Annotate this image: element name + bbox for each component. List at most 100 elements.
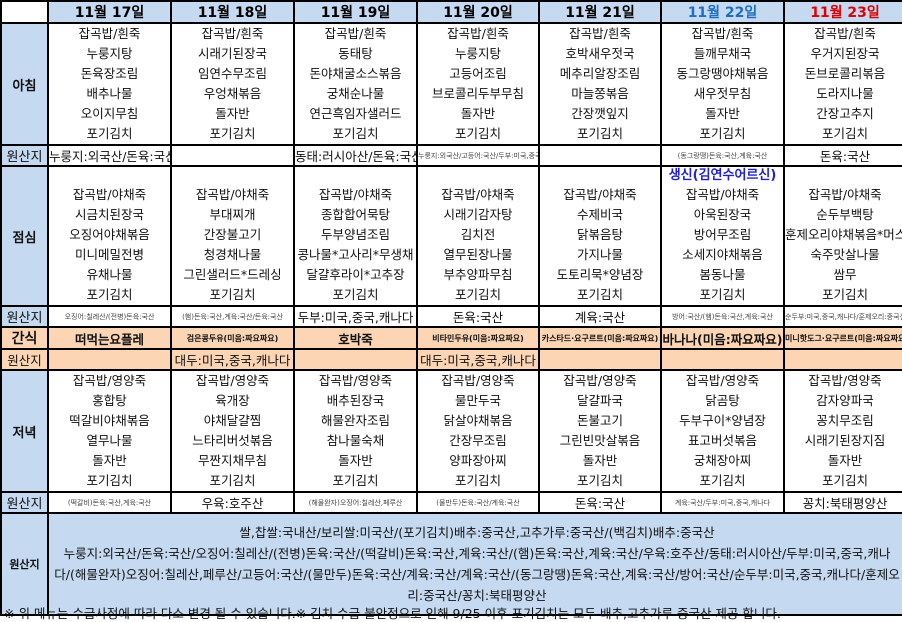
breakfast-origin-row: 원산지 누룽지:외국산/돈육:국산 동태:러시아산/돈육:국산 누룽지:외국산/고등어… xyxy=(0,144,902,167)
menu-item: 포기김치 xyxy=(86,126,133,141)
menu-item: 포기김치 xyxy=(699,126,746,141)
snack-origin-row: 원산지 대두:미국,중국,캐나다 대두:미국,중국,캐나다 xyxy=(0,348,902,371)
dinner-menu-cell: 잡곡밥/영양죽 감자양파국 꽁치무조림 시래기된장지짐 돌자반 포기김치 xyxy=(783,369,902,493)
menu-item: 두부양념조림 xyxy=(320,227,390,242)
menu-item: 그린빈맛살볶음 xyxy=(559,433,641,448)
menu-item: 잡곡밥/영양죽 xyxy=(563,373,637,388)
menu-item: 잡곡밥/흰죽 xyxy=(447,26,509,41)
menu-item: 포기김치 xyxy=(332,473,379,488)
dinner-menu-cell: 잡곡밥/영양죽 달걀파국 돈불고기 그린빈맛살볶음 돌자반 포기김치 xyxy=(538,369,662,493)
menu-item: 포기김치 xyxy=(332,287,379,302)
menu-item: 방어무조림 xyxy=(693,227,752,242)
menu-item: 누룽지탕 xyxy=(454,46,501,61)
date-header: 11월 17일 xyxy=(47,0,172,24)
menu-item: 연근흑임자샐러드 xyxy=(309,106,402,121)
menu-item: 떡갈비야채볶음 xyxy=(69,413,150,428)
dinner-menu-cell: 잡곡밥/영양죽 닭곰탕 두부구이*양념장 표고버섯볶음 궁채장아찌 포기김치 xyxy=(660,369,785,493)
dinner-menu-cell: 잡곡밥/영양죽 홍합탕 떡갈비야채볶음 열무나물 돌자반 포기김치 xyxy=(47,369,172,493)
menu-item: 물만두국 xyxy=(454,393,501,408)
breakfast-origin-cell xyxy=(170,144,295,167)
lunch-origin-cell: 방어:국산/(햄)돈육:국산,계육:국산 xyxy=(660,305,785,328)
menu-item: 포기김치 xyxy=(332,126,379,141)
menu-item: 포기김치 xyxy=(86,473,133,488)
lunch-row: 점심 잡곡밥/야채죽 시금치된장국 오징어야채볶음 미니메밀전병 유채나물 포기김치 잡곡밥/… xyxy=(0,165,902,307)
lunch-menu-cell: 잡곡밥/야채죽 순두부백탕 훈제오리야채볶음*머스s 숙주맛살나물 쌈무 포기김치 xyxy=(783,165,902,307)
menu-item: 달걀후라이*고추장 xyxy=(306,267,405,282)
dinner-row: 저녁 잡곡밥/영양죽 홍합탕 떡갈비야채볶음 열무나물 돌자반 포기김치 잡곡밥/영양죽 육개장… xyxy=(0,369,902,493)
dinner-origin-cell: (떡갈비)돈육:국산,계육:국산 xyxy=(47,491,172,514)
menu-item: 잡곡밥/야채죽 xyxy=(318,187,393,202)
menu-item: 포기김치 xyxy=(576,473,623,488)
dinner-origin-cell: (물만두)돈육:국산/계육:국산 xyxy=(416,491,540,514)
lunch-origin-cell: 순두부:미국,중국,캐나다/훈제오리:중국산 xyxy=(783,305,902,328)
origin-summary-line: 쌀,찹쌀:국내산/보리쌀:미국산/(포기김치)배추:중국산,고추가루:중국산/(… xyxy=(239,525,715,540)
menu-item: 김치전 xyxy=(460,227,496,242)
menu-item: 돌자반 xyxy=(92,453,127,468)
menu-item: 훈제오리야채볶음*머스s xyxy=(785,227,902,242)
menu-item: 동태탕 xyxy=(338,46,373,61)
lunch-special-note xyxy=(541,168,659,185)
breakfast-menu-cell: 잡곡밥/흰죽 우거지된장국 돈브로콜리볶음 도라지나물 간장고추지 포기김치 xyxy=(783,22,902,146)
menu-item: 잡곡밥/야채죽 xyxy=(563,187,637,202)
menu-item: 잡곡밥/흰죽 xyxy=(201,26,264,41)
menu-item: 궁채순나물 xyxy=(326,86,385,101)
menu-item: 동그랑땡야채볶음 xyxy=(676,66,769,81)
dinner-origin-cell: (해물완자)오징어:칠레산,페루산 xyxy=(293,491,418,514)
menu-item: 돈브로콜리볶음 xyxy=(804,66,886,81)
menu-item: 호박새우젓국 xyxy=(565,46,635,61)
breakfast-menu-cell: 잡곡밥/흰죽 누룽지탕 고등어조림 브로콜리두부무침 돌자반 포기김치 xyxy=(416,22,540,146)
menu-item: 잡곡밥/야채죽 xyxy=(441,187,515,202)
menu-item: 돈불고기 xyxy=(576,413,623,428)
menu-item: 열무된장나물 xyxy=(443,247,513,262)
header-row: 11월 17일 11월 18일 11월 19일 11월 20일 11월 21일 11월 2… xyxy=(0,0,902,24)
menu-item: 돈야채굴소스볶음 xyxy=(309,66,402,81)
snack-origin-cell: 대두:미국,중국,캐나다 xyxy=(170,348,295,371)
menu-item: 잡곡밥/영양죽 xyxy=(685,373,760,388)
menu-item: 잡곡밥/흰죽 xyxy=(324,26,387,41)
breakfast-menu-cell: 잡곡밥/흰죽 시래기된장국 임연수무조림 우엉채볶음 돌자반 포기김치 xyxy=(170,22,295,146)
origin-label: 원산지 xyxy=(0,491,49,514)
dinner-origin-row: 원산지 (떡갈비)돈육:국산,계육:국산 우육:호주산 (해물완자)오징어:칠레산,페… xyxy=(0,491,902,514)
snack-origin-cell xyxy=(783,348,902,371)
snack-origin-cell xyxy=(293,348,418,371)
menu-item: 잡곡밥/영양죽 xyxy=(808,373,882,388)
menu-item: 잡곡밥/야채죽 xyxy=(808,187,882,202)
origin-label: 원산지 xyxy=(0,348,49,371)
snack-cell: 바나나(미음:짜요짜요) xyxy=(660,326,785,350)
menu-item: 배추나물 xyxy=(86,86,133,101)
menu-item: 부추양파무침 xyxy=(443,267,513,282)
menu-item: 참나물숙채 xyxy=(326,433,385,448)
menu-item: 잡곡밥/영양죽 xyxy=(441,373,515,388)
menu-item: 잡곡밥/영양죽 xyxy=(72,373,147,388)
snack-label: 간식 xyxy=(0,326,49,350)
menu-item: 돈육장조림 xyxy=(80,66,139,81)
menu-item: 포기김치 xyxy=(576,287,623,302)
menu-item: 돌자반 xyxy=(215,106,250,121)
menu-item: 아욱된장국 xyxy=(693,207,752,222)
menu-item: 잡곡밥/야채죽 xyxy=(685,187,760,202)
lunch-special-note xyxy=(786,168,902,185)
menu-item: 무짠지채무침 xyxy=(197,453,267,468)
menu-item: 새우젓무침 xyxy=(693,86,752,101)
snack-cell: 비타민두유(미음:짜요짜요) xyxy=(416,326,540,350)
menu-item: 닭볶음탕 xyxy=(576,227,623,242)
menu-item: 포기김치 xyxy=(821,287,868,302)
menu-item: 시래기된장국 xyxy=(197,46,267,61)
menu-item: 고등어조림 xyxy=(449,66,507,81)
menu-item: 잡곡밥/흰죽 xyxy=(569,26,631,41)
date-header: 11월 20일 xyxy=(416,0,540,24)
menu-item: 그린샐러드*드레싱 xyxy=(183,267,282,282)
footer-notice: ※ 위 메뉴는 수급사정에 따라 다소 변경 될 수 있습니다.※ 김치 수급 … xyxy=(4,606,781,621)
menu-item: 닭살야채볶음 xyxy=(443,413,513,428)
menu-item: 시래기감자탕 xyxy=(443,207,513,222)
menu-item: 포기김치 xyxy=(86,287,133,302)
menu-item: 순두부백탕 xyxy=(816,207,874,222)
snack-cell: 미니핫도그·요구르트(미음:짜요짜요) xyxy=(783,326,902,350)
menu-item: 포기김치 xyxy=(209,126,256,141)
snack-cell: 호박죽 xyxy=(293,326,418,350)
menu-item: 포기김치 xyxy=(576,126,623,141)
menu-item: 잡곡밥/야채죽 xyxy=(195,187,270,202)
lunch-origin-cell: 두부:미국,중국,캐나다 xyxy=(293,305,418,328)
menu-item: 배추된장국 xyxy=(326,393,385,408)
breakfast-origin-cell: 누룽지:외국산/고등어:국산/두부:미국,중국,캐나다 xyxy=(416,144,540,167)
